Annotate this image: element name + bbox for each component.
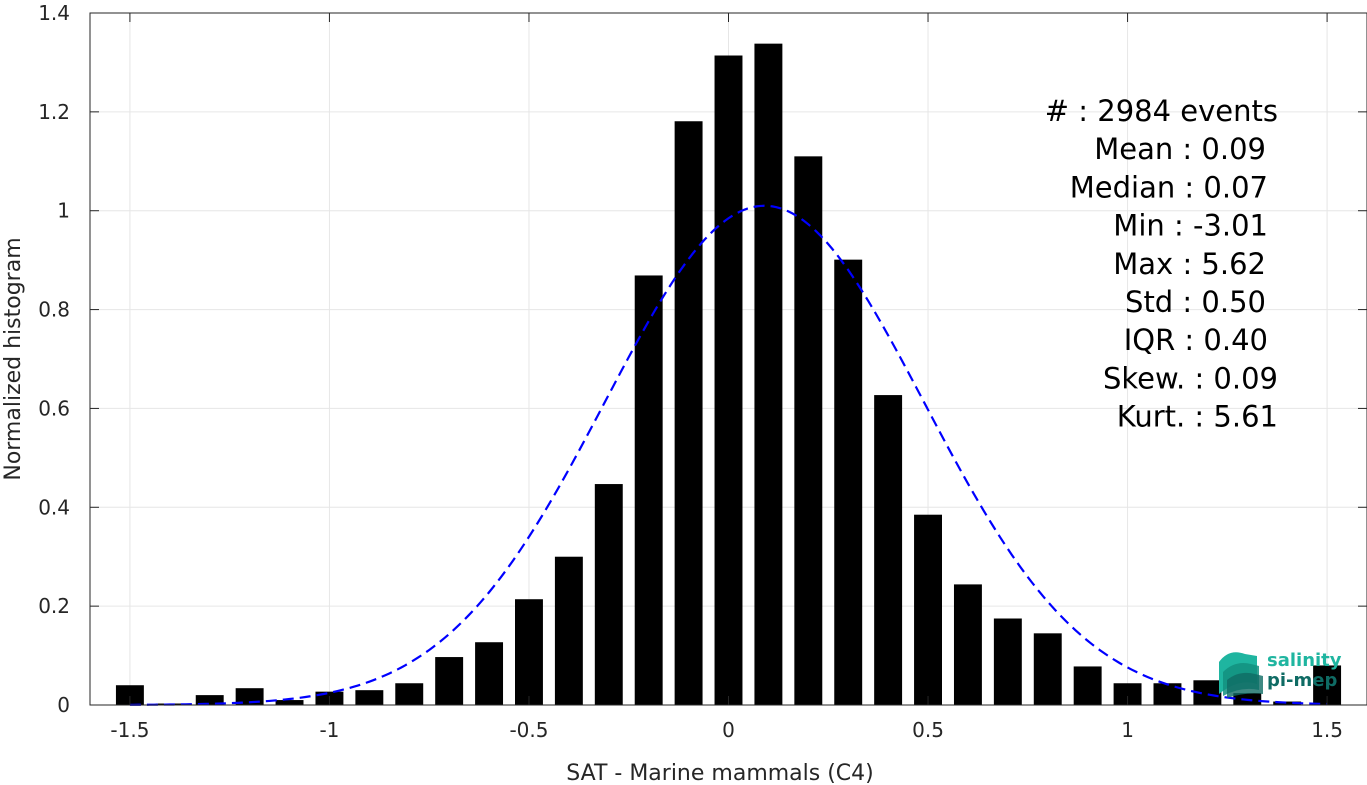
stats-line: Median : 0.07 <box>1070 170 1268 204</box>
histogram-bars <box>115 43 1342 706</box>
stats-line: Kurt. : 5.61 <box>1117 400 1278 434</box>
y-tick-label: 0.6 <box>38 396 70 420</box>
histogram-bar <box>475 642 504 705</box>
stats-line: IQR : 0.40 <box>1124 323 1268 357</box>
y-tick-label: 0 <box>57 693 70 717</box>
logo-text-pi-mep: pi-mep <box>1267 670 1337 691</box>
y-tick-label: 0.8 <box>38 298 70 322</box>
normal-fit-curve <box>129 204 1328 706</box>
histogram-bar <box>674 121 703 705</box>
histogram-bar <box>594 484 623 705</box>
histogram-bar <box>953 584 982 705</box>
y-axis-title: Normalized histogram <box>1 237 26 480</box>
x-axis-title: SAT - Marine mammals (C4) <box>566 761 874 785</box>
y-tick-label: 0.4 <box>38 495 70 519</box>
histogram-bar <box>993 618 1022 705</box>
x-tick-label: 0 <box>722 718 735 742</box>
y-tick-label: 1 <box>57 199 70 223</box>
x-tick-labels: -1.5 -1 -0.5 0 0.5 1 1.5 <box>110 718 1343 742</box>
histogram-bar <box>1273 701 1302 705</box>
stats-line: Std : 0.50 <box>1125 285 1266 319</box>
histogram-bar <box>1113 683 1142 705</box>
statistics-box: # : 2984 events Mean : 0.09 Median : 0.07 M… <box>1045 94 1278 434</box>
histogram-bar <box>874 395 903 705</box>
axis-ticks <box>90 12 1367 706</box>
histogram-bar <box>714 55 743 706</box>
histogram-bar <box>395 683 424 705</box>
histogram-bar <box>115 685 144 705</box>
histogram-bar <box>754 43 783 706</box>
x-tick-label: -1 <box>319 718 339 742</box>
stats-line: Min : -3.01 <box>1113 209 1268 243</box>
histogram-bar <box>1073 666 1102 705</box>
x-tick-label: 1.5 <box>1311 718 1343 742</box>
x-tick-label: -1.5 <box>110 718 149 742</box>
histogram-bar <box>435 657 464 705</box>
stats-line: Skew. : 0.09 <box>1103 361 1278 395</box>
y-tick-label: 0.2 <box>38 594 70 618</box>
x-tick-label: 0.5 <box>912 718 944 742</box>
y-tick-label: 1.4 <box>38 1 70 25</box>
histogram-bar <box>1033 633 1062 705</box>
histogram-bar <box>554 556 583 705</box>
x-tick-label: -0.5 <box>509 718 548 742</box>
histogram-bar <box>834 259 863 705</box>
histogram-bar <box>794 156 823 706</box>
stats-line: Max : 5.62 <box>1113 247 1266 281</box>
histogram-bar <box>275 700 304 705</box>
stats-line: Mean : 0.09 <box>1094 132 1266 166</box>
histogram-bar <box>515 599 543 705</box>
y-tick-labels: 0 0.2 0.4 0.6 0.8 1 1.2 1.4 <box>38 1 70 717</box>
histogram-bar <box>634 275 663 705</box>
salinity-pi-mep-logo: salinity pi-mep <box>1219 650 1342 698</box>
histogram-bar <box>355 690 384 705</box>
y-tick-label: 1.2 <box>38 100 70 124</box>
logo-wave-icon <box>1219 652 1263 698</box>
x-tick-label: 1 <box>1121 718 1134 742</box>
stats-line: # : 2984 events <box>1045 94 1278 128</box>
histogram-bar <box>195 695 224 705</box>
logo-text-salinity: salinity <box>1267 650 1342 671</box>
histogram-bar <box>914 514 942 705</box>
histogram-bar <box>1153 683 1182 705</box>
